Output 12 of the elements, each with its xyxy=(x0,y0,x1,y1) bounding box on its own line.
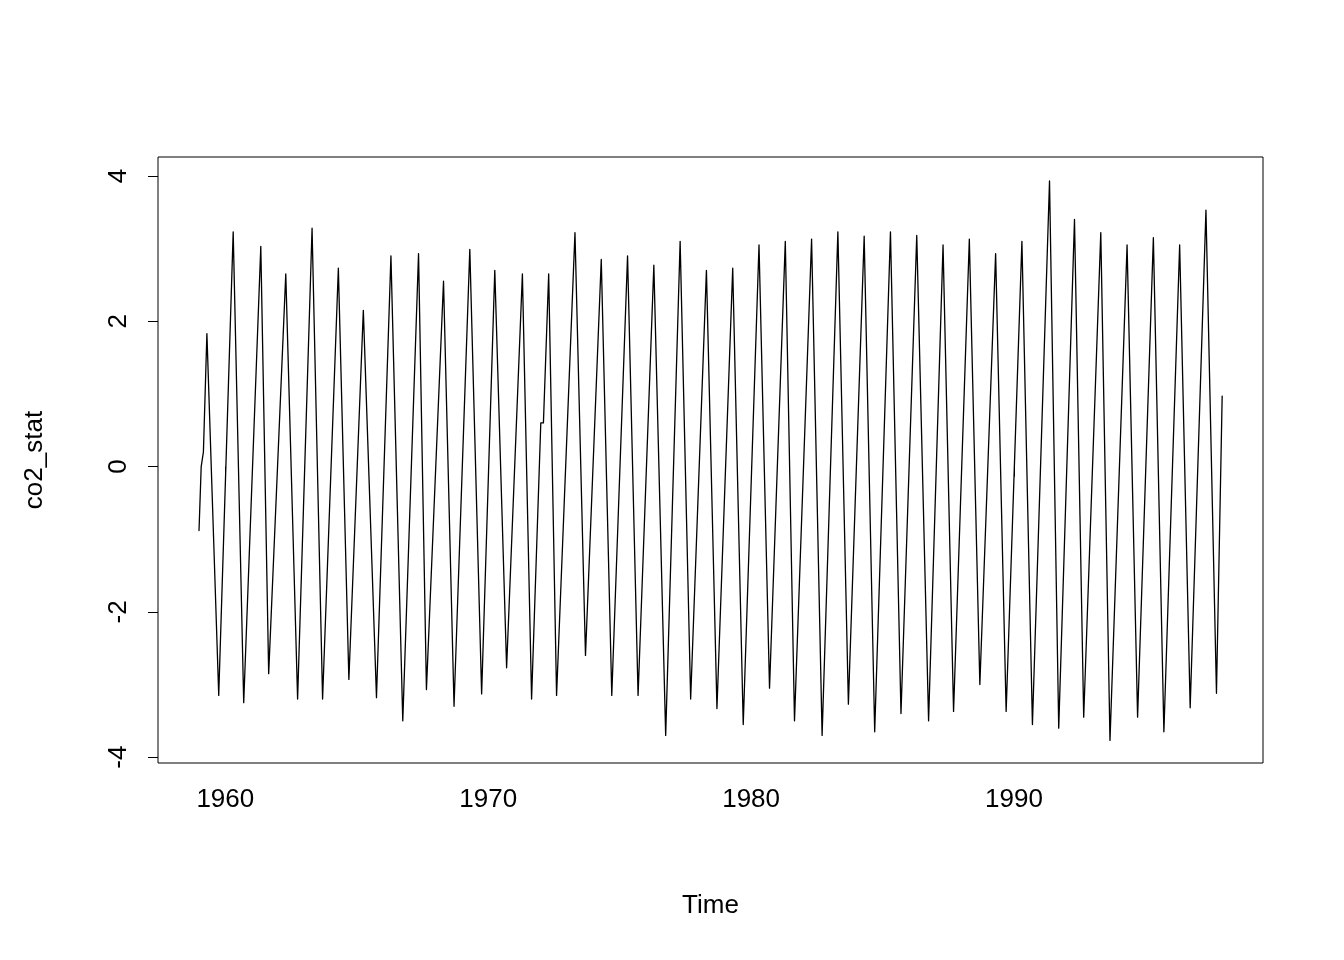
x-tick-label: 1960 xyxy=(196,783,255,813)
y-tick-label: -2 xyxy=(102,600,132,624)
y-tick-label: 2 xyxy=(102,313,132,329)
y-axis-title: co2_stat xyxy=(18,410,48,510)
y-tick-label: -4 xyxy=(102,745,132,769)
y-tick-label: 4 xyxy=(102,168,132,184)
x-tick-label: 1970 xyxy=(459,783,518,813)
x-tick-label: 1980 xyxy=(722,783,781,813)
x-axis-title: Time xyxy=(682,889,739,919)
line-series xyxy=(198,180,1223,742)
y-tick-label: 0 xyxy=(102,459,132,474)
x-tick-label: 1990 xyxy=(985,783,1043,813)
